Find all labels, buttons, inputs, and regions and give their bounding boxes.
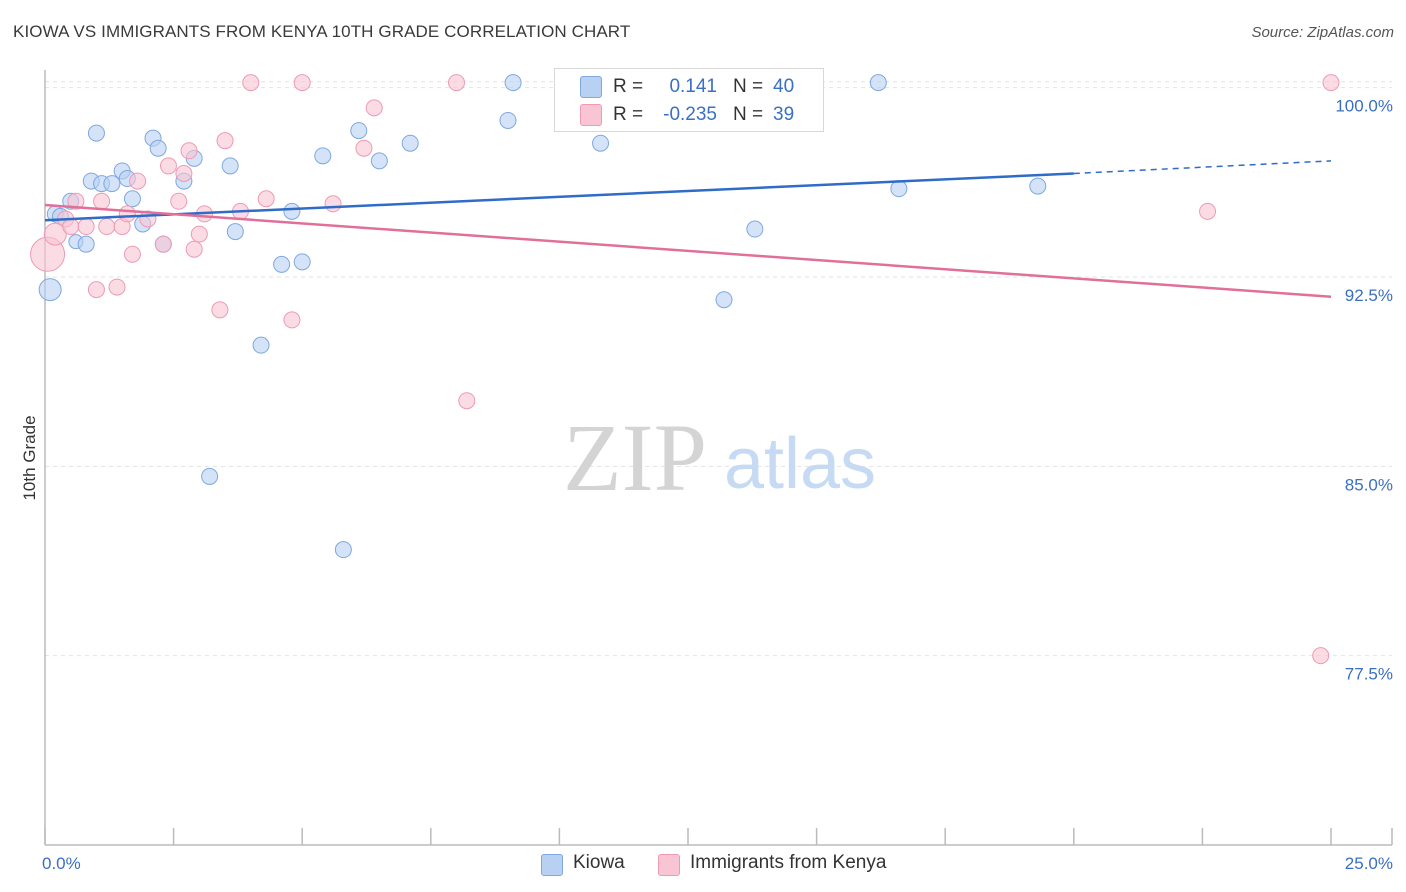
correlation-legend: R = 0.141 N = 40 R = -0.235 N = 39 [554,68,824,132]
y-tick-label: 92.5% [1345,286,1393,305]
kenya-point [293,74,311,92]
kiowa-point [890,180,908,198]
kiowa-point [293,253,311,271]
kenya-point [77,218,95,236]
kiowa-point [504,74,522,92]
kenya-r-value: -0.235 [663,104,717,125]
trend-layer [44,160,1332,298]
kenya-point [154,235,172,253]
kenya-point [190,225,208,243]
kiowa-point [314,147,332,165]
kenya-point [1199,202,1217,220]
kenya-point [123,245,141,263]
kenya-point [67,192,85,210]
bottom-kenya-swatch [658,854,680,876]
x-tick-label: 25.0% [1345,854,1393,873]
kenya-point [448,74,466,92]
kenya-point [108,278,126,296]
kenya-point [129,172,147,190]
kiowa-r-label: R = [613,76,644,97]
kenya-point [159,157,177,175]
kenya-point [93,192,111,210]
kenya-point [43,222,67,246]
watermark: ZIP atlas [563,404,876,511]
kiowa-point [103,175,121,193]
source-label: Source: ZipAtlas.com [1251,24,1394,41]
kenya-point [283,311,301,329]
kenya-point [365,99,383,117]
kenya-r-label: R = [613,104,644,125]
kenya-point [1322,74,1340,92]
kiowa-point [746,220,764,238]
kenya-point [324,195,342,213]
x-tick-label: 0.0% [42,854,81,873]
kiowa-r-value: 0.141 [669,76,717,97]
kiowa-point [592,134,610,152]
kiowa-point [869,74,887,92]
kenya-point [185,240,203,258]
tick-label-layer: 100.0% 92.5% 85.0% 77.5% 0.0% 25.0% [42,97,1393,873]
kiowa-point [401,134,419,152]
kenya-point [170,192,188,210]
kiowa-n-value: 40 [773,76,795,97]
kenya-n-value: 39 [773,104,795,125]
watermark-atlas: atlas [724,424,876,504]
kiowa-point [1029,177,1047,195]
kenya-point [87,281,105,299]
kiowa-point [221,157,239,175]
kenya-point [257,190,275,208]
kiowa-point [201,467,219,485]
kiowa-point [149,139,167,157]
y-tick-label: 77.5% [1345,665,1393,684]
kiowa-point [273,255,291,273]
kiowa-swatch [580,76,602,98]
kiowa-point [252,336,270,354]
kenya-point [458,392,476,410]
chart-title: KIOWA VS IMMIGRANTS FROM KENYA 10TH GRAD… [13,22,631,41]
kenya-point [1312,647,1330,665]
kenya-point [180,142,198,160]
y-tick-label: 85.0% [1345,475,1393,494]
kiowa-point [87,124,105,142]
legend-row-kenya: R = -0.235 N = 39 [555,100,823,128]
kiowa-trend-extension [1073,160,1332,175]
kiowa-point [38,278,62,302]
points-layer [30,74,1340,665]
kiowa-point [715,291,733,309]
bottom-kiowa-swatch [541,854,563,876]
kiowa-point [283,202,301,220]
kiowa-point [370,152,388,170]
kenya-trend-line [44,203,1332,298]
kiowa-n-label: N = [733,76,764,97]
kenya-point [118,205,136,223]
axis-layer [44,70,1393,846]
y-axis-label: 10th Grade [20,415,39,501]
kenya-point [62,218,80,236]
kenya-swatch [580,104,602,126]
kiowa-point [77,235,95,253]
kenya-point [242,74,260,92]
kenya-n-label: N = [733,104,764,125]
kenya-point [216,132,234,150]
kiowa-point [334,541,352,559]
kiowa-trend-line [44,172,1074,222]
kiowa-point [226,223,244,241]
watermark-zip: ZIP [563,404,707,511]
kiowa-point [123,190,141,208]
kenya-point [175,165,193,183]
legend-row-kiowa: R = 0.141 N = 40 [555,72,823,100]
kenya-point [98,218,116,236]
grid-layer [45,81,1392,657]
bottom-kiowa-label: Kiowa [573,852,625,873]
kiowa-point [499,111,517,129]
bottom-kenya-label: Immigrants from Kenya [690,852,887,873]
kenya-point [355,139,373,157]
kenya-point [211,301,229,319]
y-tick-label: 100.0% [1335,97,1393,116]
kiowa-point [350,122,368,140]
